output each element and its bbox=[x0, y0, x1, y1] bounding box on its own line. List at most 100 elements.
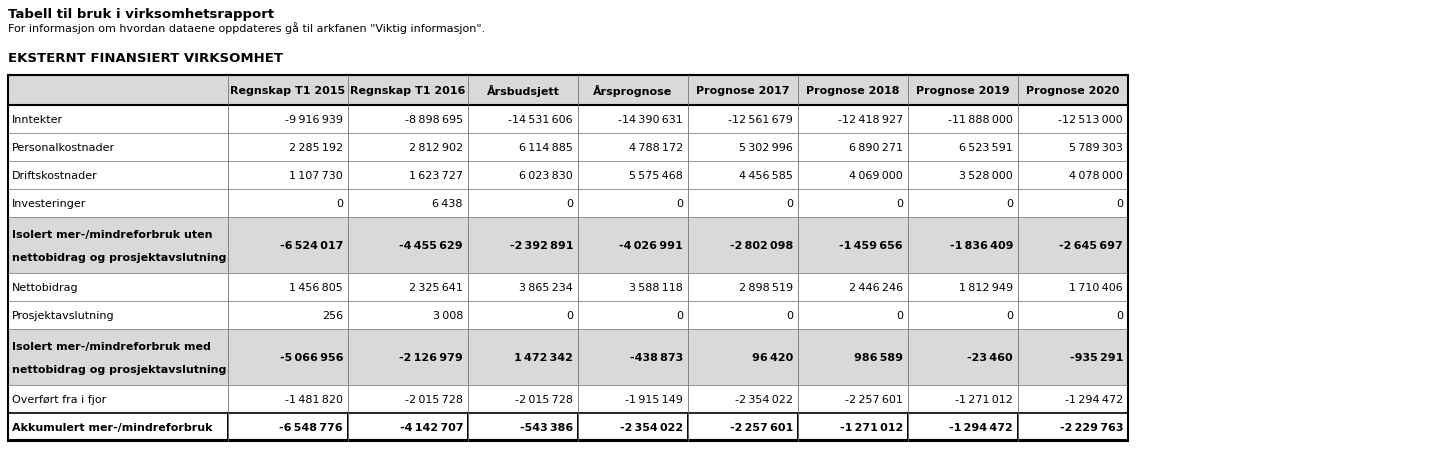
Text: Prognose 2020: Prognose 2020 bbox=[1026, 86, 1120, 96]
Text: 1 107 730: 1 107 730 bbox=[289, 171, 343, 181]
Text: EKSTERNT FINANSIERT VIRKSOMHET: EKSTERNT FINANSIERT VIRKSOMHET bbox=[9, 52, 284, 65]
Text: -4 026 991: -4 026 991 bbox=[619, 240, 683, 250]
Text: Overført fra i fjor: Overført fra i fjor bbox=[12, 394, 106, 404]
Bar bbox=[577, 385, 687, 413]
Text: -6 524 017: -6 524 017 bbox=[279, 240, 343, 250]
Text: 2 446 246: 2 446 246 bbox=[849, 282, 903, 292]
Bar bbox=[797, 134, 909, 162]
Text: -2 392 891: -2 392 891 bbox=[509, 240, 573, 250]
Bar bbox=[687, 189, 797, 218]
Text: 6 890 271: 6 890 271 bbox=[849, 143, 903, 153]
Bar bbox=[909, 162, 1019, 189]
Bar bbox=[577, 218, 687, 274]
Bar bbox=[1019, 218, 1129, 274]
Text: 0: 0 bbox=[676, 310, 683, 320]
Text: 0: 0 bbox=[566, 199, 573, 208]
Bar bbox=[467, 76, 577, 106]
Text: -2 802 098: -2 802 098 bbox=[729, 240, 793, 250]
Bar bbox=[577, 301, 687, 329]
Text: -9 916 939: -9 916 939 bbox=[285, 115, 343, 125]
Bar bbox=[467, 329, 577, 385]
Text: 4 788 172: 4 788 172 bbox=[629, 143, 683, 153]
Bar bbox=[687, 385, 797, 413]
Text: 4 078 000: 4 078 000 bbox=[1069, 171, 1123, 181]
Text: 96 420: 96 420 bbox=[752, 352, 793, 362]
Text: Årsprognose: Årsprognose bbox=[593, 85, 673, 97]
Text: Prognose 2019: Prognose 2019 bbox=[916, 86, 1010, 96]
Text: -2 229 763: -2 229 763 bbox=[1059, 422, 1123, 432]
Bar bbox=[347, 413, 467, 441]
Bar bbox=[229, 301, 347, 329]
Text: 0: 0 bbox=[896, 310, 903, 320]
Bar bbox=[687, 301, 797, 329]
Bar bbox=[467, 301, 577, 329]
Bar bbox=[1019, 413, 1129, 441]
Text: 3 008: 3 008 bbox=[433, 310, 463, 320]
Bar bbox=[9, 134, 229, 162]
Bar bbox=[9, 385, 229, 413]
Bar bbox=[1019, 76, 1129, 106]
Text: -2 015 728: -2 015 728 bbox=[515, 394, 573, 404]
Bar bbox=[467, 162, 577, 189]
Bar bbox=[229, 189, 347, 218]
Bar bbox=[1019, 134, 1129, 162]
Bar bbox=[687, 413, 797, 441]
Text: Årsbudsjett: Årsbudsjett bbox=[486, 85, 560, 97]
Text: Regnskap T1 2016: Regnskap T1 2016 bbox=[350, 86, 466, 96]
Bar bbox=[229, 329, 347, 385]
Bar bbox=[347, 385, 467, 413]
Bar bbox=[797, 301, 909, 329]
Bar bbox=[347, 218, 467, 274]
Bar bbox=[1019, 162, 1129, 189]
Text: 2 285 192: 2 285 192 bbox=[289, 143, 343, 153]
Text: -2 645 697: -2 645 697 bbox=[1059, 240, 1123, 250]
Bar bbox=[797, 106, 909, 134]
Text: 1 472 342: 1 472 342 bbox=[514, 352, 573, 362]
Text: -1 481 820: -1 481 820 bbox=[285, 394, 343, 404]
Bar bbox=[229, 274, 347, 301]
Text: 4 069 000: 4 069 000 bbox=[849, 171, 903, 181]
Bar bbox=[229, 413, 347, 441]
Bar bbox=[467, 385, 577, 413]
Bar bbox=[687, 134, 797, 162]
Text: -1 271 012: -1 271 012 bbox=[955, 394, 1013, 404]
Text: 5 789 303: 5 789 303 bbox=[1069, 143, 1123, 153]
Bar bbox=[347, 134, 467, 162]
Bar bbox=[909, 106, 1019, 134]
Bar bbox=[467, 218, 577, 274]
Text: 6 023 830: 6 023 830 bbox=[519, 171, 573, 181]
Bar bbox=[797, 189, 909, 218]
Text: 3 588 118: 3 588 118 bbox=[629, 282, 683, 292]
Text: -2 126 979: -2 126 979 bbox=[399, 352, 463, 362]
Text: -6 548 776: -6 548 776 bbox=[279, 422, 343, 432]
Bar bbox=[1019, 329, 1129, 385]
Bar bbox=[229, 106, 347, 134]
Bar bbox=[1019, 274, 1129, 301]
Text: -2 354 022: -2 354 022 bbox=[619, 422, 683, 432]
Text: Driftskostnader: Driftskostnader bbox=[12, 171, 98, 181]
Bar bbox=[1019, 301, 1129, 329]
Text: 0: 0 bbox=[566, 310, 573, 320]
Bar bbox=[347, 106, 467, 134]
Bar bbox=[9, 76, 229, 106]
Bar bbox=[1019, 385, 1129, 413]
Text: 0: 0 bbox=[786, 310, 793, 320]
Text: -11 888 000: -11 888 000 bbox=[948, 115, 1013, 125]
Bar bbox=[577, 106, 687, 134]
Bar bbox=[909, 134, 1019, 162]
Text: -23 460: -23 460 bbox=[968, 352, 1013, 362]
Bar bbox=[909, 385, 1019, 413]
Bar bbox=[229, 134, 347, 162]
Bar bbox=[9, 413, 229, 441]
Text: Nettobidrag: Nettobidrag bbox=[12, 282, 78, 292]
Text: 256: 256 bbox=[321, 310, 343, 320]
Bar bbox=[467, 189, 577, 218]
Text: 0: 0 bbox=[1006, 310, 1013, 320]
Text: 1 623 727: 1 623 727 bbox=[410, 171, 463, 181]
Text: For informasjon om hvordan dataene oppdateres gå til arkfanen "Viktig informasjo: For informasjon om hvordan dataene oppda… bbox=[9, 22, 485, 34]
Bar bbox=[9, 189, 229, 218]
Bar bbox=[797, 162, 909, 189]
Bar bbox=[9, 301, 229, 329]
Text: -14 390 631: -14 390 631 bbox=[618, 115, 683, 125]
Bar bbox=[1019, 189, 1129, 218]
